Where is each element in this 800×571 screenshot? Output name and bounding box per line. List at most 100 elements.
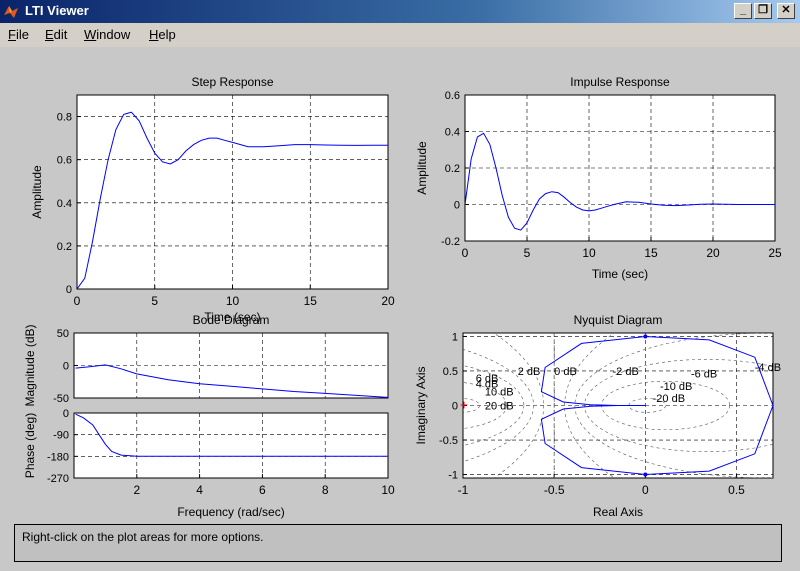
y-tick-label: -0.5 [439,435,458,447]
menu-edit-accel: E [45,27,54,42]
m-circle [463,349,534,462]
nyquist-marker [643,334,648,339]
nyquist-grid-label: -2 dB [613,366,639,378]
restore-button[interactable]: ❐ [754,3,772,19]
x-tick-label: -1 [458,483,469,497]
bode-mag-ylabel: Magnitude (dB) [23,324,37,406]
x-tick-label: 0 [642,483,649,497]
impulse-title: Impulse Response [570,75,670,89]
x-tick-label: 0 [462,246,469,260]
title-bar[interactable]: LTI Viewer _ ❐ ✕ [0,0,800,23]
nyquist-grid-label: 0 dB [554,366,577,378]
y-tick-label: 50 [57,328,69,340]
x-tick-label: 5 [524,246,531,260]
x-tick-label: 20 [706,246,720,260]
y-tick-label: 0 [63,361,69,373]
m-circle [574,333,773,478]
menu-file-accel: F [8,27,16,42]
window-title: LTI Viewer [25,3,89,18]
y-tick-label: 1 [452,331,458,343]
y-tick-label: -1 [448,470,458,482]
m-circle [584,358,773,453]
menu-help-rest: elp [158,27,176,42]
y-tick-label: -90 [53,430,69,442]
bode-magnitude-axes: -50 0 50 [53,328,389,405]
menu-edit[interactable]: Edit [45,27,67,42]
series-line [75,364,388,398]
x-tick-label: 15 [304,294,318,308]
x-tick-label: 10 [381,483,395,497]
step-ylabel: Amplitude [30,165,44,219]
m-circle [628,398,666,413]
x-tick-label: 6 [259,483,266,497]
status-box: Right-click on the plot areas for more o… [14,524,782,562]
menu-window[interactable]: Window [84,27,130,42]
y-tick-label: 0 [66,284,72,296]
bode-phase-axes-background [74,413,388,478]
nyquist-ylabel: Imaginary Axis [414,366,428,444]
impulse-response-axes: 0 5 10 15 20 25-0.200.20.40.6 [441,90,782,260]
m-circle [463,398,480,413]
close-button[interactable]: ✕ [777,3,795,19]
series-line [77,111,388,289]
y-tick-label: -270 [47,473,69,485]
menu-file-rest: ile [15,27,29,42]
nyquist-grid-label: -20 dB [653,393,685,405]
nyquist-grid-label: -4 dB [755,362,781,374]
bode-xlabel: Frequency (rad/sec) [177,505,284,519]
bode-phase-ylabel: Phase (deg) [23,413,37,478]
matlab-logo-icon [4,6,18,18]
y-tick-label: 0.6 [445,90,460,102]
y-tick-label: 0.2 [57,241,72,253]
x-tick-label: 10 [582,246,596,260]
x-tick-label: 0.5 [728,483,745,497]
bode-phase-axes-frame [73,412,389,479]
series-line [75,413,388,457]
close-icon: ✕ [781,4,791,16]
nyquist-title: Nyquist Diagram [574,313,663,327]
menu-window-rest: indow [96,27,131,42]
y-tick-label: 0 [454,200,460,212]
y-tick-label: 0.8 [57,112,72,124]
y-tick-label: 0.2 [445,163,460,175]
x-tick-label: 25 [768,246,782,260]
x-tick-label: 15 [644,246,658,260]
series-line [465,132,775,231]
m-circle [493,333,544,478]
status-text: Right-click on the plot areas for more o… [22,530,264,544]
x-tick-label: 8 [322,483,329,497]
menu-bar: File Edit Window Help [0,23,800,47]
x-tick-label: 0 [74,294,81,308]
menu-edit-rest: dit [53,27,68,42]
y-tick-label: 0.4 [445,127,460,139]
y-tick-label: 0 [452,401,458,413]
impulse-xlabel: Time (sec) [592,267,648,281]
minimize-button[interactable]: _ [734,3,752,19]
bode-title: Bode Diagram [193,313,270,327]
nyquist-marker [643,472,648,477]
x-tick-label: 10 [226,294,240,308]
x-tick-label: 4 [196,483,203,497]
impulse-ylabel: Amplitude [415,141,429,195]
menu-file[interactable]: File [8,27,29,42]
x-tick-label: -0.5 [544,483,565,497]
x-tick-label: 20 [381,294,395,308]
nyquist-grid-label: 2 dB [518,366,541,378]
nyquist-grid-label: 10 dB [485,387,514,399]
menu-window-accel: W [84,27,97,42]
menu-help[interactable]: Help [149,27,176,42]
step-title: Step Response [191,75,273,89]
m-circle [463,382,508,429]
step-xlabel: Time (sec) [204,310,260,324]
nyquist-grid-label: 6 dB [476,373,499,385]
nyquist-xlabel: Real Axis [593,505,643,519]
bode-phase-axes: 2 4 6 8 10 -270 -180 -90 0 [47,408,395,497]
series-line [540,336,773,476]
menu-help-accel: H [149,27,159,42]
y-tick-label: -0.2 [441,236,460,248]
x-tick-label: 2 [133,483,140,497]
nyquist-grid-label: -6 dB [691,369,717,381]
restore-icon: ❐ [758,4,768,16]
